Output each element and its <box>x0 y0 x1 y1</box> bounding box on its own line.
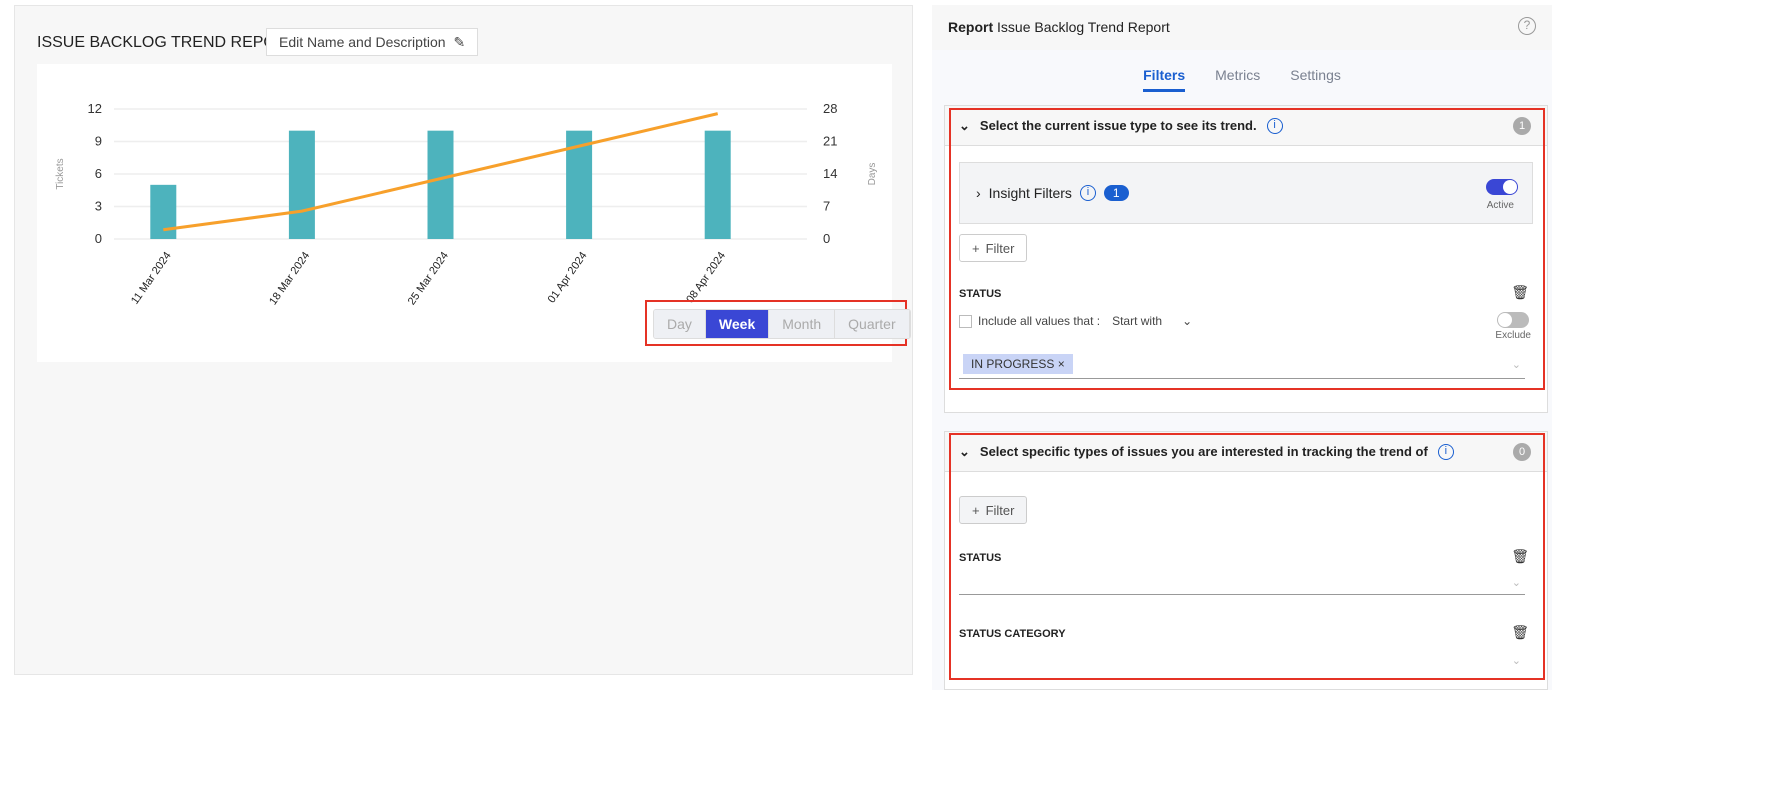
report-canvas: ISSUE BACKLOG TREND REPORT Edit Name and… <box>14 5 913 675</box>
active-toggle[interactable] <box>1486 179 1518 195</box>
match-select[interactable]: Start with <box>1112 314 1163 328</box>
add-filter-button[interactable]: + Filter <box>959 496 1028 524</box>
x-tick-label: 01 Apr 2024 <box>546 250 590 305</box>
chevron-down-icon: ⌄ <box>959 117 970 133</box>
section-header[interactable]: ⌄ Select the current issue type to see it… <box>945 106 1547 146</box>
info-icon[interactable]: i <box>1437 443 1454 460</box>
active-label: Active <box>1486 200 1514 211</box>
status-chip[interactable]: IN PROGRESS × <box>963 354 1073 374</box>
insight-count-badge: 1 <box>1103 185 1129 201</box>
y-tick-label: 0 <box>95 231 102 246</box>
y2-tick-label: 7 <box>823 199 830 214</box>
status-select[interactable] <box>959 594 1525 595</box>
x-tick-label: 11 Mar 2024 <box>129 250 174 307</box>
chevron-down-icon[interactable]: ⌄ <box>1511 577 1521 589</box>
chart-card: 0 3 6 9 12 0 7 14 21 28 Tickets Days 11 Mar 2024 18 M… <box>37 64 911 362</box>
x-tick-label: 25 Mar 2024 <box>406 250 451 307</box>
page-title: ISSUE BACKLOG TREND REPORT <box>37 34 297 51</box>
status-label: STATUS <box>959 288 1002 300</box>
status-select[interactable] <box>959 378 1525 379</box>
y-tick-label: 12 <box>88 101 102 116</box>
chevron-right-icon: › <box>976 185 981 201</box>
chart: 0 3 6 9 12 0 7 14 21 28 Tickets Days 11 Mar 2024 18 M… <box>55 101 878 307</box>
granularity-day[interactable]: Day <box>654 310 706 338</box>
edit-name-button[interactable]: Edit Name and Description ✎ <box>266 28 479 56</box>
granularity-quarter[interactable]: Quarter <box>835 310 910 338</box>
y-tick-label: 3 <box>95 199 102 214</box>
tab-metrics[interactable]: Metrics <box>1215 67 1261 83</box>
status-category-label: STATUS CATEGORY <box>959 628 1066 640</box>
pencil-icon: ✎ <box>453 33 466 50</box>
info-icon[interactable]: i <box>1079 185 1096 201</box>
tab-filters[interactable]: Filters <box>1143 67 1186 92</box>
trend-line <box>163 112 719 232</box>
plus-icon: + <box>972 240 980 256</box>
granularity-month[interactable]: Month <box>769 310 836 338</box>
granularity-highlight: Day Week Month Quarter <box>645 300 911 346</box>
panel-header: Report Issue Backlog Trend Report ? <box>932 5 1552 50</box>
tab-settings[interactable]: Settings <box>1290 67 1341 83</box>
trash-icon[interactable]: 🗑 <box>1511 284 1529 300</box>
y2-axis-label: Days <box>867 163 878 186</box>
add-filter-button[interactable]: + Filter <box>959 234 1028 262</box>
y-axis-label: Tickets <box>55 158 66 189</box>
insight-filters[interactable]: › Insight Filters i 1 Active <box>959 162 1533 224</box>
bar <box>150 184 177 239</box>
bar <box>288 130 315 239</box>
x-tick-label: 18 Mar 2024 <box>267 250 312 307</box>
chevron-down-icon[interactable]: ⌄ <box>1182 314 1193 328</box>
exclude-label: Exclude <box>1495 330 1531 341</box>
y2-tick-label: 28 <box>823 101 837 116</box>
specific-issue-section: ⌄ Select specific types of issues you are… <box>944 431 1548 690</box>
trash-icon[interactable]: 🗑 <box>1511 548 1529 564</box>
y2-tick-label: 21 <box>823 134 837 149</box>
bar <box>427 130 454 239</box>
chevron-down-icon: ⌄ <box>959 443 970 459</box>
include-checkbox[interactable] <box>959 314 972 328</box>
granularity-week[interactable]: Week <box>705 310 770 338</box>
bar <box>704 130 731 239</box>
section-header[interactable]: ⌄ Select specific types of issues you are… <box>945 432 1547 472</box>
panel-tabs: Filters Metrics Settings <box>932 67 1552 92</box>
y-tick-label: 6 <box>95 166 102 181</box>
current-issue-section: ⌄ Select the current issue type to see it… <box>944 105 1548 413</box>
exclude-toggle[interactable] <box>1497 312 1529 328</box>
remove-icon[interactable]: × <box>1057 357 1065 371</box>
y2-tick-label: 14 <box>823 166 837 181</box>
status-label: STATUS <box>959 552 1002 564</box>
trash-icon[interactable]: 🗑 <box>1511 624 1529 640</box>
granularity-selector: Day Week Month Quarter <box>653 309 911 339</box>
y2-tick-label: 0 <box>823 231 830 246</box>
chevron-down-icon[interactable]: ⌄ <box>1511 359 1521 371</box>
chevron-down-icon[interactable]: ⌄ <box>1511 655 1521 667</box>
settings-panel: Report Issue Backlog Trend Report ? Filt… <box>932 5 1552 690</box>
count-badge: 0 <box>1513 443 1531 461</box>
include-row: Include all values that : Start with ⌄ <box>959 314 1192 328</box>
plus-icon: + <box>972 502 980 518</box>
count-badge: 1 <box>1513 117 1531 135</box>
x-tick-label: 08 Apr 2024 <box>684 250 728 305</box>
info-icon[interactable]: i <box>1266 117 1283 134</box>
help-icon[interactable]: ? <box>1518 17 1536 35</box>
y-tick-label: 9 <box>95 134 102 149</box>
